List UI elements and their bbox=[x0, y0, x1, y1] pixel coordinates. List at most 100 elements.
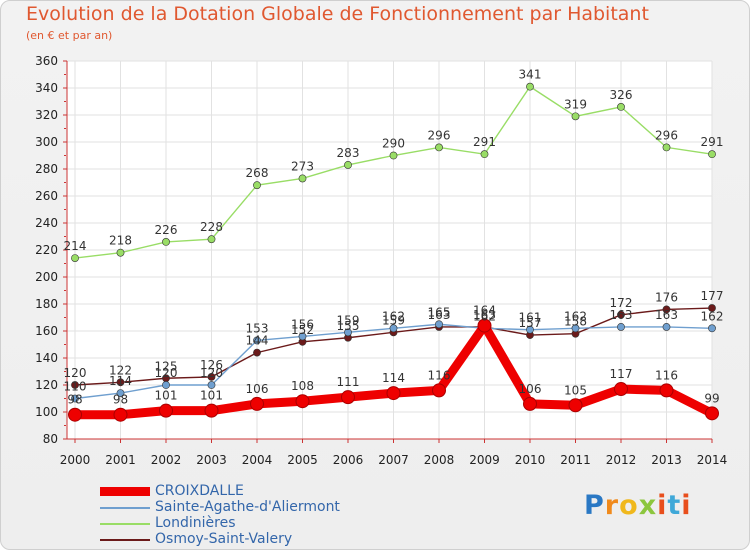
axes: 80 100 120 140 160 180 200 220 240 260 280 300 320 34… bbox=[35, 54, 727, 467]
x-tick-label: 2000 bbox=[60, 453, 91, 467]
data-point bbox=[705, 406, 719, 421]
data-point bbox=[298, 174, 307, 183]
data-point bbox=[162, 381, 170, 389]
data-point bbox=[435, 143, 443, 152]
data-label: 114 bbox=[382, 371, 405, 385]
data-label: 214 bbox=[64, 239, 87, 253]
x-tick-label: 2003 bbox=[196, 453, 227, 467]
data-label: 114 bbox=[109, 374, 132, 388]
data-label: 296 bbox=[655, 128, 678, 142]
data-label: 111 bbox=[337, 375, 360, 389]
y-tick-label: 320 bbox=[35, 108, 58, 122]
data-label: 156 bbox=[291, 317, 314, 331]
data-point bbox=[253, 336, 261, 345]
data-label: 126 bbox=[200, 358, 223, 372]
data-point bbox=[253, 181, 261, 190]
logo-letter: r bbox=[604, 490, 620, 521]
data-label: 105 bbox=[564, 383, 587, 397]
y-tick-label: 300 bbox=[35, 135, 58, 149]
data-label: 163 bbox=[610, 308, 633, 322]
chart-subtitle: (en € et par an) bbox=[26, 29, 113, 42]
data-point bbox=[568, 398, 583, 413]
x-tick-label: 2014 bbox=[697, 453, 728, 467]
series-lines bbox=[68, 82, 719, 422]
data-point bbox=[662, 305, 671, 314]
logo-letter: i bbox=[681, 490, 692, 521]
data-label: 176 bbox=[655, 290, 678, 304]
legend-swatch bbox=[100, 539, 150, 541]
data-label: 268 bbox=[246, 166, 269, 180]
data-label: 122 bbox=[109, 363, 132, 377]
data-label: 162 bbox=[473, 309, 496, 323]
data-point bbox=[617, 310, 625, 319]
data-point bbox=[708, 150, 716, 159]
data-label: 98 bbox=[67, 393, 82, 407]
data-label: 177 bbox=[701, 289, 724, 303]
data-label: 159 bbox=[337, 313, 360, 327]
data-point bbox=[617, 103, 625, 111]
y-tick-label: 120 bbox=[35, 378, 58, 392]
data-point bbox=[71, 394, 79, 403]
data-label: 218 bbox=[109, 234, 132, 248]
y-tick-label: 100 bbox=[35, 405, 58, 419]
data-point bbox=[523, 396, 537, 411]
data-label: 162 bbox=[564, 309, 587, 323]
x-tick-label: 2010 bbox=[515, 453, 546, 467]
data-point bbox=[116, 248, 125, 257]
data-label: 291 bbox=[701, 135, 724, 149]
data-label: 163 bbox=[428, 308, 451, 322]
logo-letter: t bbox=[667, 490, 682, 521]
data-label: 153 bbox=[246, 321, 269, 335]
data-point bbox=[204, 403, 219, 418]
data-point bbox=[614, 382, 628, 397]
data-point bbox=[207, 235, 216, 244]
data-point bbox=[386, 386, 401, 401]
data-point bbox=[571, 324, 580, 333]
data-label: 161 bbox=[519, 311, 542, 325]
x-tick-label: 2007 bbox=[378, 453, 409, 467]
y-tick-label: 200 bbox=[35, 270, 58, 284]
logo-letter: P bbox=[584, 490, 605, 521]
legend-label: Osmoy-Saint-Valery bbox=[155, 531, 293, 547]
legend-label: CROIXDALLE bbox=[155, 483, 244, 499]
data-label: 319 bbox=[564, 97, 587, 111]
x-tick-label: 2006 bbox=[333, 453, 364, 467]
x-tick-label: 2001 bbox=[105, 453, 136, 467]
legend-label: Londinières bbox=[155, 515, 236, 531]
data-label: 291 bbox=[473, 135, 496, 149]
data-label: 273 bbox=[291, 159, 314, 173]
data-label: 163 bbox=[655, 308, 678, 322]
data-point bbox=[477, 318, 492, 333]
data-label: 116 bbox=[655, 368, 678, 382]
data-label: 157 bbox=[519, 316, 542, 330]
data-point bbox=[295, 394, 310, 409]
data-label: 226 bbox=[155, 223, 178, 237]
data-label: 162 bbox=[701, 309, 724, 323]
data-point bbox=[162, 237, 170, 246]
data-label: 120 bbox=[200, 366, 223, 380]
logo-letter: x bbox=[638, 490, 658, 521]
legend-swatch bbox=[100, 523, 150, 525]
y-tick-label: 220 bbox=[35, 243, 58, 257]
data-point bbox=[432, 383, 446, 398]
data-point bbox=[617, 323, 625, 331]
data-point bbox=[71, 381, 79, 389]
data-point bbox=[526, 325, 534, 334]
data-label: 144 bbox=[246, 334, 269, 348]
legend-swatch bbox=[100, 487, 150, 496]
data-point bbox=[250, 396, 264, 411]
data-label: 341 bbox=[519, 68, 542, 82]
data-label: 152 bbox=[291, 323, 314, 337]
data-point bbox=[344, 161, 352, 169]
data-label: 120 bbox=[64, 366, 87, 380]
data-label: 228 bbox=[200, 220, 223, 234]
data-label: 116 bbox=[428, 368, 451, 382]
data-point bbox=[571, 112, 580, 121]
data-label: 165 bbox=[428, 305, 451, 319]
data-point bbox=[341, 390, 355, 405]
data-label: 155 bbox=[337, 319, 360, 333]
data-label: 108 bbox=[291, 379, 314, 393]
y-tick-label: 140 bbox=[35, 351, 58, 365]
